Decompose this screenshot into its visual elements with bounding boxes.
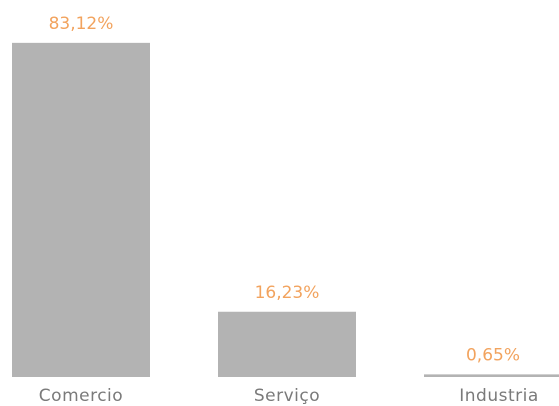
x-tick-label: Industria — [459, 386, 539, 406]
bar — [424, 374, 559, 377]
x-tick-label: Serviço — [254, 386, 320, 406]
value-label: 16,23% — [255, 283, 320, 303]
value-label: 83,12% — [49, 14, 114, 34]
value-label: 0,65% — [466, 345, 520, 365]
x-tick-label: Comercio — [39, 386, 123, 406]
bar — [218, 311, 356, 377]
bar — [12, 42, 150, 377]
